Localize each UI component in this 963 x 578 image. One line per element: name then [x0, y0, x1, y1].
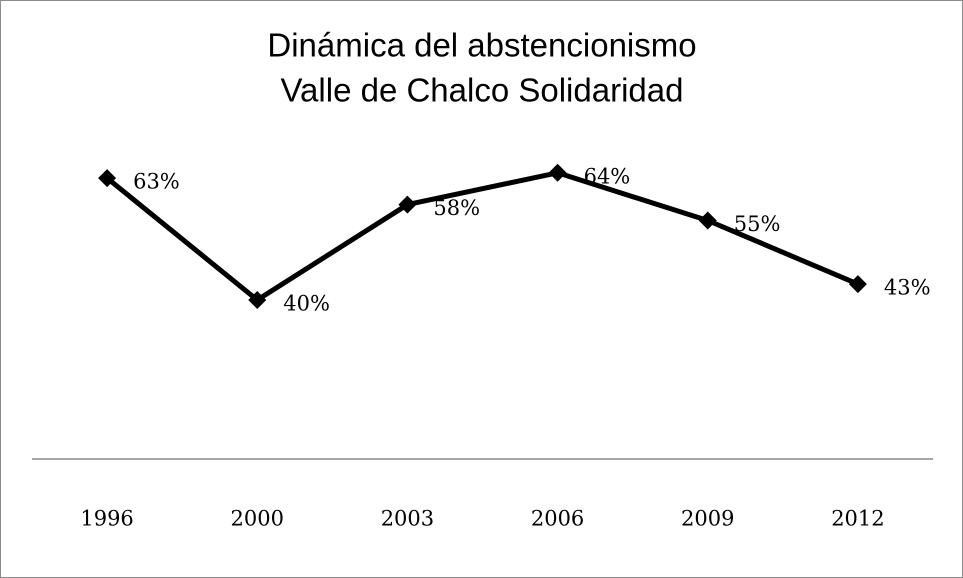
marker: [248, 291, 267, 309]
chart-title: Valle de Chalco Solidaridad: [281, 72, 684, 109]
x-tick-label: 2006: [531, 507, 584, 531]
marker: [548, 163, 567, 182]
x-tick-label: 1996: [80, 507, 133, 531]
x-tick-label: 2003: [381, 507, 434, 531]
marker: [848, 275, 867, 294]
data-label: 55%: [734, 212, 781, 236]
data-label: 63%: [133, 170, 180, 194]
data-label: 40%: [283, 292, 330, 316]
x-tick-label: 2012: [831, 507, 884, 531]
marker: [398, 195, 417, 214]
marker: [698, 211, 717, 230]
chart-title: Dinámica del abstencionismo: [267, 27, 696, 64]
x-tick-label: 2009: [681, 507, 734, 531]
marker: [98, 169, 117, 188]
data-label: 43%: [884, 276, 931, 300]
data-label: 64%: [584, 164, 631, 188]
x-tick-label: 2000: [231, 507, 284, 531]
data-label: 58%: [433, 196, 480, 220]
line: [105, 170, 859, 303]
